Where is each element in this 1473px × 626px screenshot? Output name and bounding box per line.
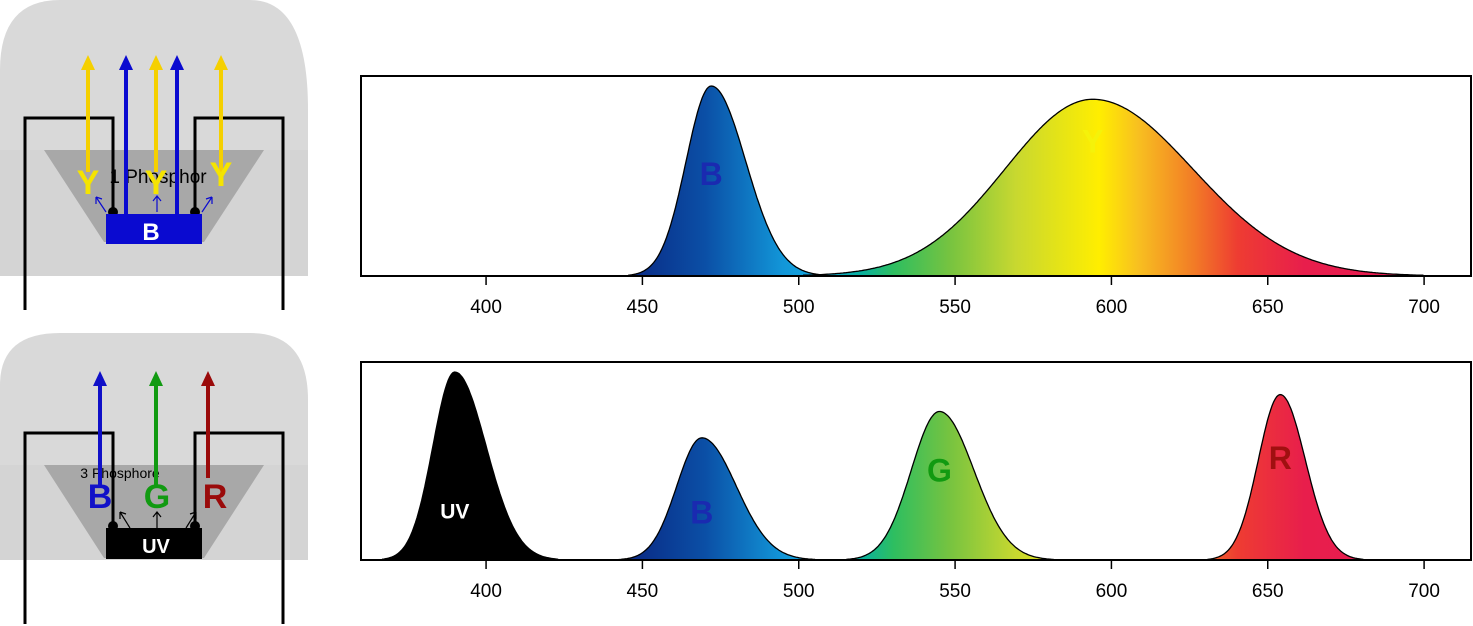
arrow-up-icon	[81, 55, 95, 70]
peak-label-g: G	[927, 452, 952, 488]
peak-g	[845, 410, 1054, 561]
top-led-yellow-label-3: Y	[210, 156, 233, 194]
peak-label-r: R	[1269, 440, 1292, 476]
top-led-emission-arrows	[81, 55, 228, 214]
peak-b	[628, 85, 826, 277]
x-tick-label: 550	[939, 581, 971, 602]
top-led-chip	[106, 214, 202, 244]
x-tick-label: 450	[627, 581, 659, 602]
arrow-up-icon	[93, 371, 107, 386]
x-tick-label: 500	[783, 297, 815, 318]
x-tick-label: 650	[1252, 297, 1284, 318]
x-tick-label: 650	[1252, 581, 1284, 602]
arrow-up-icon	[119, 55, 133, 70]
x-tick-label: 400	[470, 297, 502, 318]
bottom-led-excitation-arrows	[119, 511, 197, 529]
bottom-led-left-lead	[23, 431, 115, 624]
arrow-up-icon	[170, 55, 184, 70]
bottom-spectrum-chart: UV B G R 400 450 500 550 600 650 700	[360, 361, 1472, 602]
top-led-phosphor-cup	[44, 150, 264, 242]
bottom-led-blue-label: B	[88, 478, 113, 516]
bottom-led-phosphor-cup	[44, 465, 264, 558]
arrow-up-icon	[201, 371, 215, 386]
top-led-yellow-label-2: Y	[145, 164, 168, 202]
peak-y	[803, 98, 1424, 277]
x-tick-label: 550	[939, 297, 971, 318]
top-led-yellow-label-1: Y	[77, 164, 100, 202]
bottom-led-emission-arrows	[93, 371, 215, 486]
top-led-chip-label: B	[142, 219, 159, 246]
peak-r	[1207, 393, 1364, 561]
bottom-led-green-label: G	[144, 478, 170, 516]
top-led-right-lead	[193, 116, 285, 310]
peak-label-b: B	[690, 494, 713, 530]
peak-label-b: B	[700, 156, 723, 192]
bottom-led-chip-label: UV	[142, 536, 170, 558]
x-tick-label: 600	[1096, 581, 1128, 602]
bottom-led-diagram: UV 3 Phosphore B G R	[0, 333, 308, 624]
x-tick-label: 500	[783, 581, 815, 602]
x-tick-label: 600	[1096, 297, 1128, 318]
bottom-led-right-lead	[193, 431, 285, 624]
arrow-up-icon	[149, 55, 163, 70]
bottom-led-chip	[106, 528, 202, 559]
x-tick-label: 700	[1408, 297, 1440, 318]
top-led-left-lead	[23, 116, 115, 310]
top-led-phosphor-label: 1 Phosphor	[109, 167, 207, 188]
peak-b	[618, 437, 817, 561]
top-spectrum-chart: B Y 400 450 500 550 600 650 700	[360, 75, 1472, 318]
top-led-diagram: B 1 Phosphor Y Y Y	[0, 0, 308, 310]
plot-frame	[360, 75, 1472, 277]
peak-uv	[381, 371, 559, 561]
arrow-up-icon	[214, 55, 228, 70]
bottom-led-red-label: R	[203, 478, 228, 516]
x-tick-label: 400	[470, 581, 502, 602]
top-led-excitation-arrows	[95, 195, 213, 213]
peak-label-uv: UV	[440, 501, 469, 524]
x-tick-label: 450	[627, 297, 659, 318]
x-tick-label: 700	[1408, 581, 1440, 602]
arrow-up-icon	[149, 371, 163, 386]
peak-label-y: Y	[1082, 123, 1103, 159]
